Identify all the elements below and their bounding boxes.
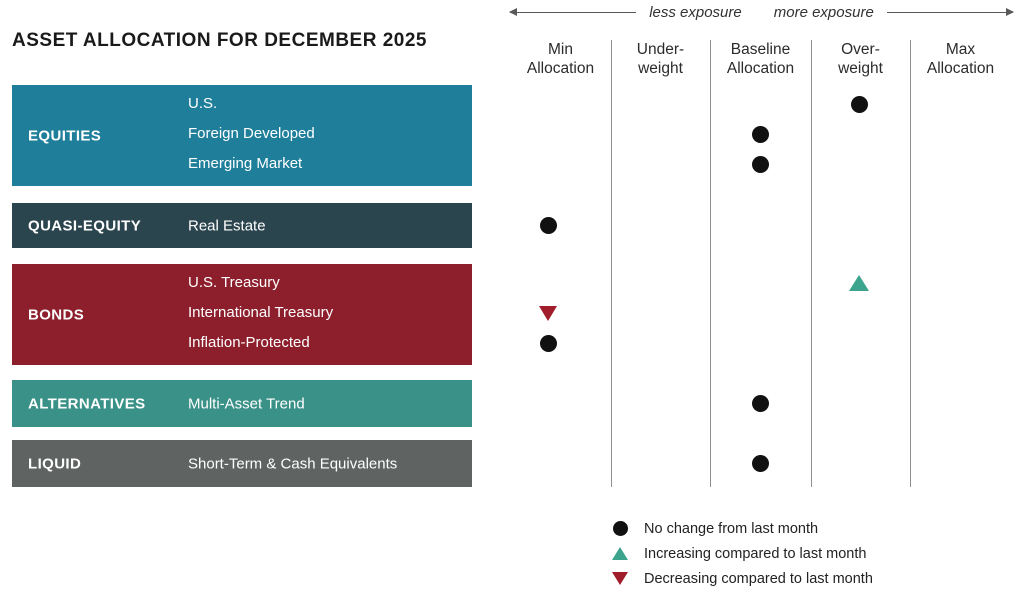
column-header-line2: Allocation <box>926 60 995 77</box>
asset-label: Foreign Developed <box>188 125 315 142</box>
asset-label: U.S. <box>188 95 218 112</box>
category-block-bonds: BONDS U.S. Treasury International Treasury… <box>12 264 472 365</box>
category-label: EQUITIES <box>28 127 102 144</box>
category-label: BONDS <box>28 306 85 323</box>
legend-symbol <box>610 547 630 560</box>
asset-list: Real Estate <box>188 217 464 234</box>
column-header-line2: weight <box>838 60 883 77</box>
legend-triangle-up-icon <box>612 547 628 560</box>
legend-label: Decreasing compared to last month <box>644 570 873 587</box>
category-block-quasi-equity: QUASI-EQUITY Real Estate <box>12 203 472 248</box>
marker-no-change-icon <box>850 95 868 113</box>
marker-no-change-icon <box>751 155 769 173</box>
right-arrowhead-icon <box>1006 7 1014 16</box>
category-label: QUASI-EQUITY <box>28 217 142 234</box>
asset-list: U.S. Treasury International Treasury Infla… <box>188 268 464 358</box>
column-header-line1: Max <box>945 41 976 58</box>
column-header-line1: Baseline <box>730 41 791 58</box>
column-header-line1: Min <box>548 41 573 58</box>
column-header-baseline-allocation: Baseline Allocation <box>710 40 811 78</box>
marker-no-change-icon <box>751 395 769 412</box>
legend-row: No change from last month <box>610 516 873 541</box>
asset-list: Short-Term & Cash Equivalents <box>188 455 464 472</box>
legend-symbol <box>610 521 630 536</box>
marker-decreasing-icon <box>539 305 557 321</box>
column-header-over-weight: Over-weight <box>811 40 910 78</box>
marker-no-change-icon <box>751 455 769 472</box>
asset-label: Inflation-Protected <box>188 334 310 351</box>
legend: No change from last month Increasing comp… <box>610 516 873 591</box>
page-title: ASSET ALLOCATION FOR DECEMBER 2025 <box>12 30 427 51</box>
column-header-line2: weight <box>638 60 683 77</box>
legend-label: Increasing compared to last month <box>644 545 867 562</box>
asset-label: Emerging Market <box>188 155 303 172</box>
legend-row: Decreasing compared to last month <box>610 566 873 591</box>
exposure-axis: less exposure more exposure <box>509 3 1014 21</box>
marker-no-change-icon <box>539 334 557 352</box>
category-label: ALTERNATIVES <box>28 395 146 412</box>
column-header-line1: Under- <box>636 41 685 58</box>
asset-list: U.S. Foreign Developed Emerging Market <box>188 89 464 179</box>
asset-label: Short-Term & Cash Equivalents <box>188 455 398 472</box>
column-header-max-allocation: Max Allocation <box>910 40 1011 78</box>
more-exposure-arrow <box>886 7 1014 16</box>
category-label: LIQUID <box>28 455 82 472</box>
column-header-line2: Allocation <box>526 60 595 77</box>
category-block-liquid: LIQUID Short-Term & Cash Equivalents <box>12 440 472 487</box>
legend-symbol <box>610 572 630 585</box>
category-block-equities: EQUITIES U.S. Foreign Developed Emerging Ma… <box>12 85 472 186</box>
legend-triangle-down-icon <box>612 572 628 585</box>
more-exposure-label: more exposure <box>773 3 874 21</box>
column-header-min-allocation: Min Allocation <box>510 40 611 78</box>
marker-increasing-icon <box>849 275 869 291</box>
asset-label: U.S. Treasury <box>188 274 280 291</box>
column-divider <box>811 40 812 487</box>
column-divider <box>611 40 612 487</box>
column-header-under-weight: Under-weight <box>611 40 710 78</box>
asset-label: Real Estate <box>188 217 266 234</box>
asset-label: Multi-Asset Trend <box>188 395 305 412</box>
asset-list: Multi-Asset Trend <box>188 395 464 412</box>
column-header-line2: Allocation <box>726 60 795 77</box>
marker-no-change-icon <box>751 125 769 143</box>
marker-no-change-icon <box>539 217 557 234</box>
less-exposure-arrow <box>509 7 637 16</box>
left-arrowhead-icon <box>509 7 517 16</box>
column-header-line1: Over- <box>841 41 880 58</box>
asset-label: International Treasury <box>188 304 334 321</box>
column-divider <box>910 40 911 487</box>
legend-circle-icon <box>612 521 628 536</box>
legend-label: No change from last month <box>644 520 819 537</box>
category-block-alternatives: ALTERNATIVES Multi-Asset Trend <box>12 380 472 427</box>
less-exposure-label: less exposure <box>649 3 742 21</box>
legend-row: Increasing compared to last month <box>610 541 873 566</box>
column-divider <box>710 40 711 487</box>
